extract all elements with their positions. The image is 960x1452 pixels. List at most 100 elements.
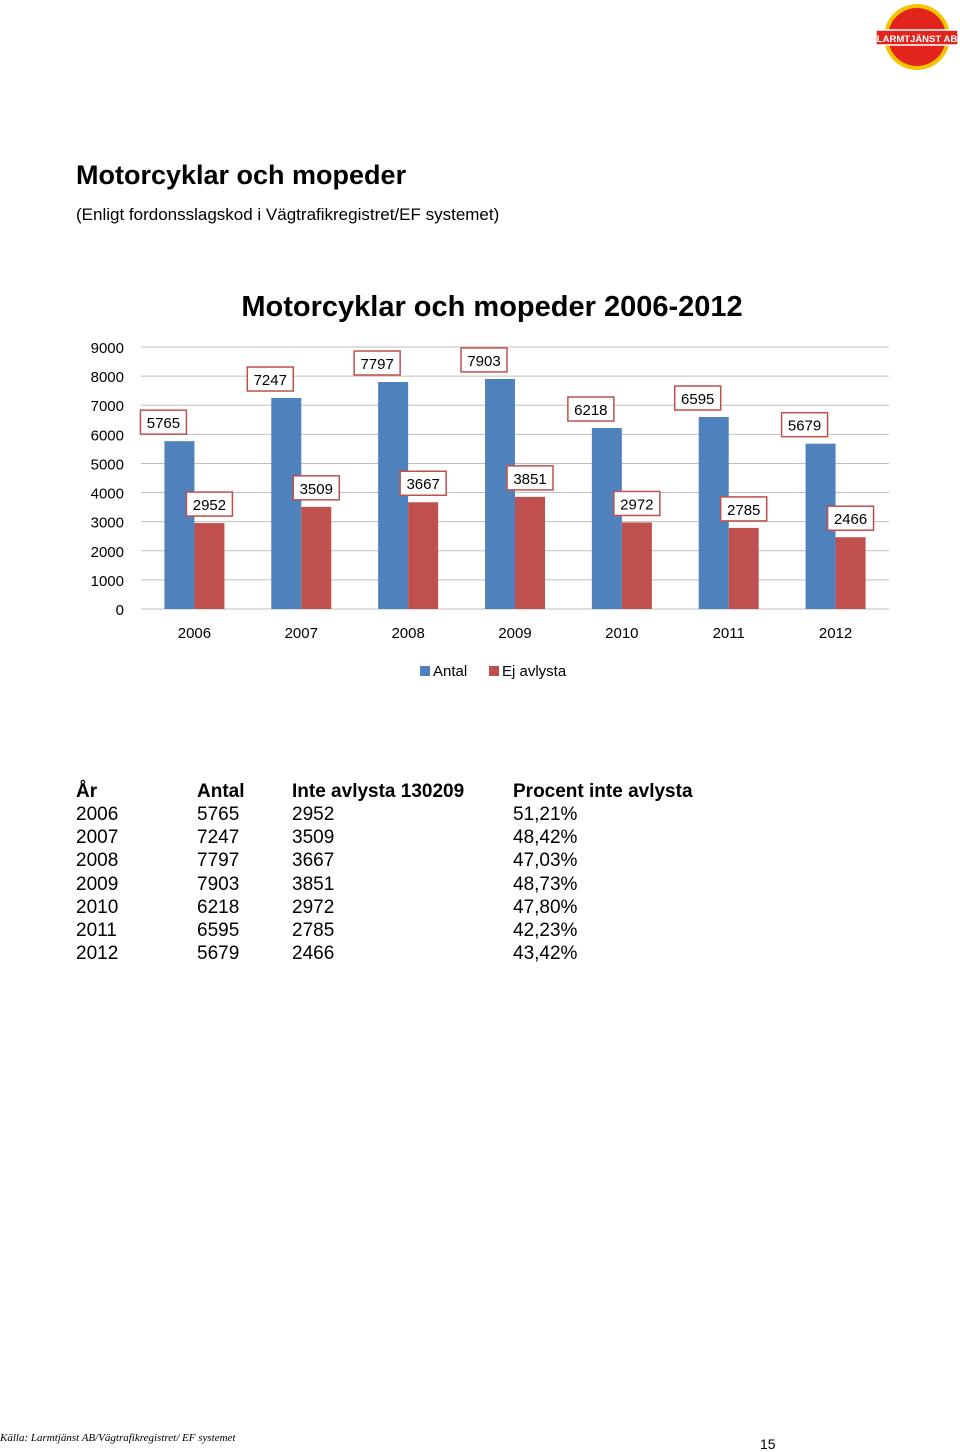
cell-year: 2009 [76, 873, 119, 895]
y-tick-label: 3000 [91, 515, 124, 532]
data-label-box [719, 496, 768, 522]
bar-antal [271, 398, 302, 609]
data-label: 3509 [300, 481, 333, 498]
cell-inte-avlysta: 2972 [292, 896, 335, 918]
data-label-box [399, 470, 447, 496]
data-table: År Antal Inte avlysta 130209 Procent int… [76, 780, 693, 966]
x-axis-ticks: 2006 2007 2008 2009 2010 2011 2012 [178, 625, 853, 642]
cell-antal: 6218 [197, 896, 240, 918]
bar-ej-avlysta [621, 522, 652, 609]
cell-year: 2006 [76, 803, 119, 825]
data-label-box [460, 347, 508, 373]
x-tick-label: 2009 [498, 625, 531, 642]
cell-procent: 47,80% [513, 896, 578, 918]
cell-procent: 47,03% [513, 850, 578, 872]
cell-inte-avlysta: 2952 [292, 803, 335, 825]
data-label: 7797 [360, 356, 393, 373]
y-tick-label: 5000 [91, 456, 124, 473]
data-label: 5679 [788, 418, 821, 435]
logo-text: LARMTJÄNST AB [877, 34, 958, 45]
chart-bars [164, 378, 866, 609]
data-label-box [246, 366, 295, 392]
legend-label: Antal [433, 663, 467, 680]
data-label: 2972 [620, 496, 653, 513]
col-header-year: År [76, 780, 98, 802]
data-label-box [139, 409, 188, 435]
table-row: 2008 7797 3667 47,03% [76, 850, 693, 873]
page-subheading: (Enligt fordonsslagskod i Vägtrafikregis… [76, 205, 500, 224]
x-tick-label: 2010 [605, 625, 638, 642]
data-label-box [826, 505, 875, 531]
col-header-procent: Procent inte avlysta [513, 780, 693, 802]
data-label-box [185, 491, 234, 517]
data-label-box [567, 396, 615, 422]
data-label-box [613, 490, 661, 517]
cell-year: 2012 [76, 943, 119, 965]
y-tick-label: 9000 [91, 340, 124, 357]
col-header-antal: Antal [197, 780, 245, 802]
cell-year: 2008 [76, 850, 119, 872]
chart-data-labels: 5765 2952 7247 3509 7797 3667 7903 3851 6218 2972… [139, 347, 875, 531]
bar-chart: Motorcyklar och mopeder 2006-2012 0 1000 2… [91, 291, 889, 680]
legend-swatch [489, 666, 499, 676]
bar-antal [591, 427, 622, 609]
data-label: 7903 [467, 353, 500, 370]
cell-antal: 6595 [197, 920, 240, 942]
source-footnote: Källa: Larmtjänst AB/Vägtrafikregistret/… [0, 1432, 236, 1444]
bar-ej-avlysta [835, 537, 866, 609]
table-row: 2006 5765 2952 51,21% [76, 803, 693, 826]
y-tick-label: 4000 [91, 486, 124, 503]
cell-procent: 42,23% [513, 920, 578, 942]
legend-swatch [420, 666, 430, 676]
data-label-box [353, 350, 401, 376]
legend-label: Ej avlysta [502, 663, 567, 680]
y-tick-label: 7000 [91, 398, 124, 415]
chart-title: Motorcyklar och mopeder 2006-2012 [241, 291, 742, 323]
data-label: 6595 [681, 391, 714, 408]
data-label-box [506, 465, 554, 491]
cell-inte-avlysta: 3667 [292, 850, 335, 872]
cell-procent: 48,73% [513, 873, 578, 895]
cell-antal: 5765 [197, 803, 240, 825]
y-tick-label: 0 [116, 602, 124, 619]
y-tick-label: 2000 [91, 544, 124, 561]
bar-ej-avlysta [408, 502, 439, 609]
data-label: 2466 [834, 511, 867, 528]
larmtjanst-logo: LARMTJÄNST AB [876, 4, 958, 70]
cell-inte-avlysta: 2466 [292, 943, 335, 965]
y-tick-label: 6000 [91, 427, 124, 444]
x-tick-label: 2007 [285, 625, 318, 642]
cell-inte-avlysta: 2785 [292, 920, 335, 942]
cell-procent: 51,21% [513, 803, 578, 825]
cell-year: 2007 [76, 826, 119, 848]
data-label-box [780, 411, 829, 438]
bar-antal [485, 378, 515, 609]
bar-ej-avlysta [301, 506, 332, 609]
y-axis-ticks: 0 1000 2000 3000 4000 5000 6000 7000 8000 9000 [91, 340, 124, 619]
cell-procent: 43,42% [513, 943, 578, 965]
table-row: 2009 7903 3851 48,73% [76, 873, 693, 896]
x-tick-label: 2011 [713, 625, 745, 642]
y-tick-label: 1000 [91, 573, 124, 590]
data-label-box [673, 385, 722, 411]
data-label: 2785 [727, 502, 760, 519]
table-row: 2007 7247 3509 48,42% [76, 826, 693, 849]
cell-inte-avlysta: 3851 [292, 873, 335, 895]
y-tick-label: 8000 [91, 369, 124, 386]
bar-antal [164, 441, 195, 609]
data-label: 7247 [254, 372, 287, 389]
data-label: 2952 [193, 497, 226, 514]
cell-year: 2010 [76, 896, 119, 918]
data-label: 3667 [406, 476, 439, 493]
page-number: 15 [760, 1436, 776, 1452]
cell-procent: 48,42% [513, 826, 578, 848]
data-label: 5765 [147, 415, 180, 432]
x-tick-label: 2012 [819, 625, 852, 642]
chart-legend: Antal Ej avlysta [420, 663, 567, 680]
cell-antal: 7247 [197, 826, 240, 848]
bar-ej-avlysta [194, 523, 225, 609]
x-tick-label: 2008 [391, 625, 424, 642]
cell-antal: 5679 [197, 943, 240, 965]
data-label: 6218 [574, 402, 607, 419]
data-label-box [292, 475, 341, 501]
